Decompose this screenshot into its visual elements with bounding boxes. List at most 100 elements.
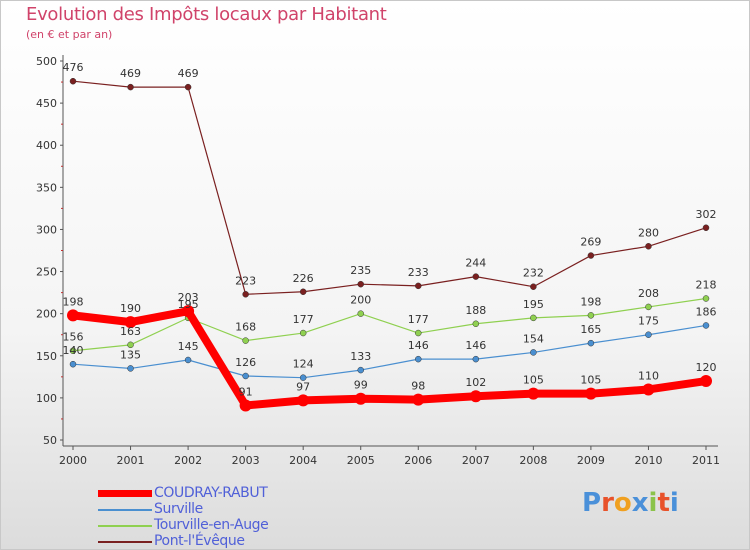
legend-swatch-pont-l-eveque xyxy=(98,541,152,543)
data-point-pont-l-v-que xyxy=(702,224,710,232)
data-label: 165 xyxy=(580,323,601,336)
data-point-tourville-en-auge xyxy=(472,320,480,328)
data-point-tourville-en-auge xyxy=(587,312,595,319)
data-point-tourville-en-auge xyxy=(702,295,710,302)
data-label: 91 xyxy=(239,385,253,398)
data-label: 168 xyxy=(235,321,256,334)
data-label: 188 xyxy=(465,304,486,317)
data-label: 223 xyxy=(235,274,256,287)
data-point-surville xyxy=(530,349,537,356)
data-label: 177 xyxy=(293,313,314,326)
proxiti-logo[interactable]: Proxiti xyxy=(582,488,679,518)
data-label: 244 xyxy=(465,257,486,270)
data-label: 135 xyxy=(120,348,141,361)
data-label: 145 xyxy=(178,340,199,353)
data-point-surville xyxy=(702,322,710,329)
y-tick-label: 400 xyxy=(36,139,57,152)
logo-letter: i xyxy=(669,488,679,518)
data-point-surville xyxy=(299,374,307,381)
data-point-pont-l-v-que xyxy=(587,252,595,259)
chart-title: Evolution des Impôts locaux par Habitant xyxy=(26,4,387,25)
data-label: 280 xyxy=(638,226,659,239)
data-point-coudray-rabut xyxy=(67,309,79,322)
logo-letter: P xyxy=(582,488,602,518)
data-point-tourville-en-auge xyxy=(69,347,77,354)
logo-letter: o xyxy=(613,488,632,518)
data-label: 469 xyxy=(178,67,199,80)
data-point-surville xyxy=(242,372,249,380)
data-point-surville xyxy=(127,365,134,372)
data-label: 120 xyxy=(696,361,717,374)
data-label: 97 xyxy=(296,380,310,393)
data-point-coudray-rabut xyxy=(297,394,310,407)
data-point-pont-l-v-que xyxy=(530,283,537,290)
data-label: 126 xyxy=(235,356,256,369)
logo-letter: x xyxy=(631,488,649,518)
x-tick-label: 2001 xyxy=(117,454,145,467)
data-label: 105 xyxy=(523,374,544,387)
data-point-coudray-rabut xyxy=(469,390,482,403)
data-label: 195 xyxy=(178,298,199,311)
data-label: 226 xyxy=(293,272,314,285)
data-point-pont-l-v-que xyxy=(184,83,192,91)
data-point-coudray-rabut xyxy=(642,383,655,396)
y-tick-label: 150 xyxy=(36,350,57,363)
x-tick-label: 2011 xyxy=(692,454,720,467)
data-point-surville xyxy=(357,366,364,374)
data-point-pont-l-v-que xyxy=(645,243,652,250)
x-tick-label: 2003 xyxy=(232,454,260,467)
x-tick-label: 2009 xyxy=(577,454,605,467)
y-tick-label: 500 xyxy=(36,55,57,68)
data-label: 235 xyxy=(350,264,371,277)
data-point-coudray-rabut xyxy=(124,316,137,329)
data-point-pont-l-v-que xyxy=(299,288,307,296)
legend-label: COUDRAY-RABUT xyxy=(154,485,268,501)
data-point-tourville-en-auge xyxy=(415,329,422,337)
data-point-surville xyxy=(184,356,192,364)
data-label: 154 xyxy=(523,332,544,345)
data-point-tourville-en-auge xyxy=(357,310,364,317)
data-label: 98 xyxy=(411,380,425,393)
data-label: 177 xyxy=(408,313,429,326)
data-label: 163 xyxy=(120,325,141,338)
series-line-coudray-rabut xyxy=(69,307,710,410)
data-label: 203 xyxy=(178,291,199,304)
y-tick-label: 350 xyxy=(36,181,57,194)
y-tick-label: 300 xyxy=(36,223,57,236)
data-label: 146 xyxy=(465,339,486,352)
legend-label: Pont-l'Évêque xyxy=(154,533,245,549)
data-label: 146 xyxy=(408,339,429,352)
data-point-coudray-rabut xyxy=(584,387,597,400)
data-point-coudray-rabut xyxy=(354,392,367,405)
logo-letter: r xyxy=(601,488,614,518)
data-point-pont-l-v-que xyxy=(127,83,134,91)
legend-swatch-tourville-en-auge xyxy=(98,525,152,527)
data-label: 469 xyxy=(120,67,141,80)
x-tick-label: 2002 xyxy=(174,454,202,467)
data-point-coudray-rabut xyxy=(527,387,540,400)
data-label: 218 xyxy=(696,279,717,292)
y-tick-label: 100 xyxy=(36,392,57,405)
data-label: 175 xyxy=(638,315,659,328)
x-tick-label: 2008 xyxy=(519,454,547,467)
legend-label: Tourville-en-Auge xyxy=(154,517,269,533)
x-tick-label: 2006 xyxy=(404,454,432,467)
series-line-tourville-en-auge xyxy=(72,297,707,352)
data-label: 105 xyxy=(580,374,601,387)
data-label: 200 xyxy=(350,294,371,307)
data-point-coudray-rabut xyxy=(239,399,252,412)
x-tick-label: 2007 xyxy=(462,454,490,467)
data-point-coudray-rabut xyxy=(412,393,425,406)
data-point-tourville-en-auge xyxy=(242,337,249,344)
chart-subtitle: (en € et par an) xyxy=(26,28,113,41)
data-point-surville xyxy=(587,339,595,347)
x-tick-label: 2010 xyxy=(634,454,662,467)
y-tick-label: 250 xyxy=(36,266,57,279)
data-point-surville xyxy=(415,355,422,363)
data-point-tourville-en-auge xyxy=(530,314,537,322)
logo-letter: i xyxy=(648,488,658,518)
data-point-coudray-rabut xyxy=(182,305,195,318)
data-label: 232 xyxy=(523,267,544,280)
legend-swatch-surville xyxy=(98,509,152,511)
